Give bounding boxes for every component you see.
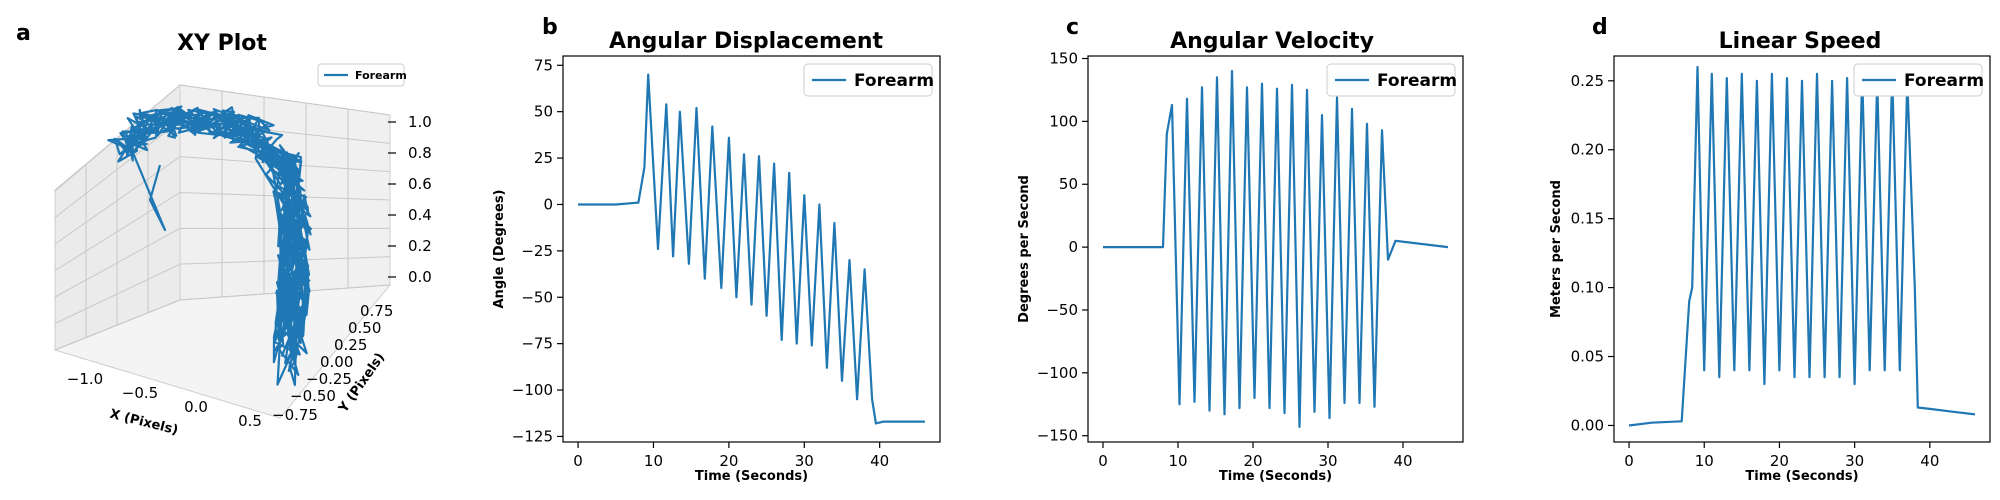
y-tick-label: 25 <box>534 149 553 167</box>
x-tick-label: 0.5 <box>238 412 262 430</box>
x-tick-label: 40 <box>870 452 889 470</box>
y-tick-label: −75 <box>521 335 553 353</box>
y-tick-label: −100 <box>512 381 553 399</box>
x-tick-label: 10 <box>644 452 663 470</box>
x-tick-label: 10 <box>1695 452 1714 470</box>
y-tick-label: 0 <box>543 195 553 213</box>
x-tick-label: −0.5 <box>122 384 158 402</box>
x-axis-label: Time (Seconds) <box>695 469 808 484</box>
y-tick-label: 0.25 <box>1571 72 1604 90</box>
panel-letter-d: d <box>1592 15 1608 40</box>
panel-letter-a: a <box>16 21 31 46</box>
y-tick-label: 0.50 <box>348 319 381 337</box>
plot-frame <box>562 55 941 443</box>
plot-frame <box>1613 55 1991 443</box>
x-tick-label: 40 <box>1920 452 1939 470</box>
x-tick-label: 0.0 <box>184 398 208 416</box>
y-tick-label: −0.50 <box>290 387 336 405</box>
x-tick-label: 30 <box>1318 452 1337 470</box>
chart-title-a: XY Plot <box>177 31 267 56</box>
y-tick-label: −0.25 <box>306 370 352 388</box>
x-tick-label: 40 <box>1393 452 1412 470</box>
angular-displacement-chart: 0 10 20 30 40 75 50 25 0 −25 −50 −75 −100 −125 Time (S… <box>492 55 941 484</box>
x-axis-label: Time (Seconds) <box>1219 469 1332 484</box>
y-tick-label: 150 <box>1049 50 1078 68</box>
y-axis-label: Degrees per Second <box>1017 175 1032 323</box>
z-tick-label: 0.2 <box>408 237 432 255</box>
linear-speed-chart: 0 10 20 30 40 0.25 0.20 0.15 0.10 0.05 0.00 Time (S… <box>1549 55 1991 484</box>
legend-frame <box>803 63 933 97</box>
series-line-forearm <box>578 73 925 425</box>
grid-line <box>179 84 391 116</box>
y-tick-label: 0 <box>1068 238 1078 256</box>
y-tick-label: 50 <box>1059 175 1078 193</box>
plot-frame <box>1087 55 1464 443</box>
y-tick-label: 0.00 <box>1571 416 1604 434</box>
z-tick-label: 1.0 <box>408 113 432 131</box>
y-tick-label: −125 <box>512 427 553 445</box>
y-tick-label: −0.75 <box>272 406 318 424</box>
x-axis-label-a: X (Pixels) <box>108 407 179 438</box>
chart-title-b: Angular Displacement <box>609 29 883 54</box>
legend-frame-a <box>317 63 405 87</box>
y-tick-label: 0.15 <box>1571 210 1604 228</box>
legend-entry: Forearm <box>1377 71 1457 91</box>
panel-letter-c: c <box>1066 15 1079 40</box>
legend-frame <box>1853 63 1983 97</box>
legend-entry: Forearm <box>1904 71 1984 91</box>
x-tick-label: 20 <box>719 452 738 470</box>
y-tick-label: −100 <box>1037 364 1078 382</box>
x-tick-label: 0 <box>1624 452 1634 470</box>
x-tick-label: −1.0 <box>67 370 103 388</box>
legend-entry-a: Forearm <box>355 69 407 82</box>
x-axis-label: Time (Seconds) <box>1745 469 1858 484</box>
series-line-forearm-3d <box>107 105 312 387</box>
x-tick-label: 0 <box>1098 452 1108 470</box>
x-tick-label: 30 <box>1845 452 1864 470</box>
series-line-forearm <box>1628 65 1976 427</box>
panel-letter-b: b <box>542 15 558 40</box>
y-tick-label: 0.00 <box>320 353 353 371</box>
y-tick-label: −150 <box>1037 427 1078 445</box>
chart-title-d: Linear Speed <box>1719 29 1882 54</box>
y-tick-label: −50 <box>1046 301 1078 319</box>
legend-frame <box>1326 63 1456 97</box>
z-tick-label: 0.6 <box>408 175 432 193</box>
xy-3d-plot: 0.00.20.40.60.81.0 −1.0−0.50.00.5 −0.75−… <box>53 63 432 438</box>
y-tick-label: 100 <box>1049 112 1078 130</box>
y-tick-label: 0.75 <box>360 302 393 320</box>
y-tick-label: 0.25 <box>334 336 367 354</box>
series-line-forearm <box>1103 70 1449 428</box>
y-tick-label: 0.10 <box>1571 279 1604 297</box>
x-tick-label: 30 <box>795 452 814 470</box>
angular-velocity-chart: 0 10 20 30 40 150 100 50 0 −50 −100 −150 Time (Secon… <box>1017 50 1464 484</box>
x-tick-label: 20 <box>1770 452 1789 470</box>
legend-a: Forearm <box>317 63 407 87</box>
y-tick-label: −25 <box>521 242 553 260</box>
x-tick-label: 20 <box>1243 452 1262 470</box>
y-tick-label: 75 <box>534 56 553 74</box>
y-tick-label: 0.05 <box>1571 348 1604 366</box>
y-tick-label: −50 <box>521 288 553 306</box>
y-axis-label: Angle (Degrees) <box>492 190 507 309</box>
chart-title-c: Angular Velocity <box>1170 29 1374 54</box>
x-tick-label: 0 <box>573 452 583 470</box>
z-tick-label: 0.0 <box>408 268 432 286</box>
y-tick-label: 50 <box>534 103 553 121</box>
x-tick-label: 10 <box>1168 452 1187 470</box>
z-tick-label: 0.8 <box>408 144 432 162</box>
y-tick-label: 0.20 <box>1571 141 1604 159</box>
z-tick-label: 0.4 <box>408 206 432 224</box>
y-axis-label: Meters per Second <box>1549 180 1564 318</box>
legend-entry: Forearm <box>854 71 934 91</box>
